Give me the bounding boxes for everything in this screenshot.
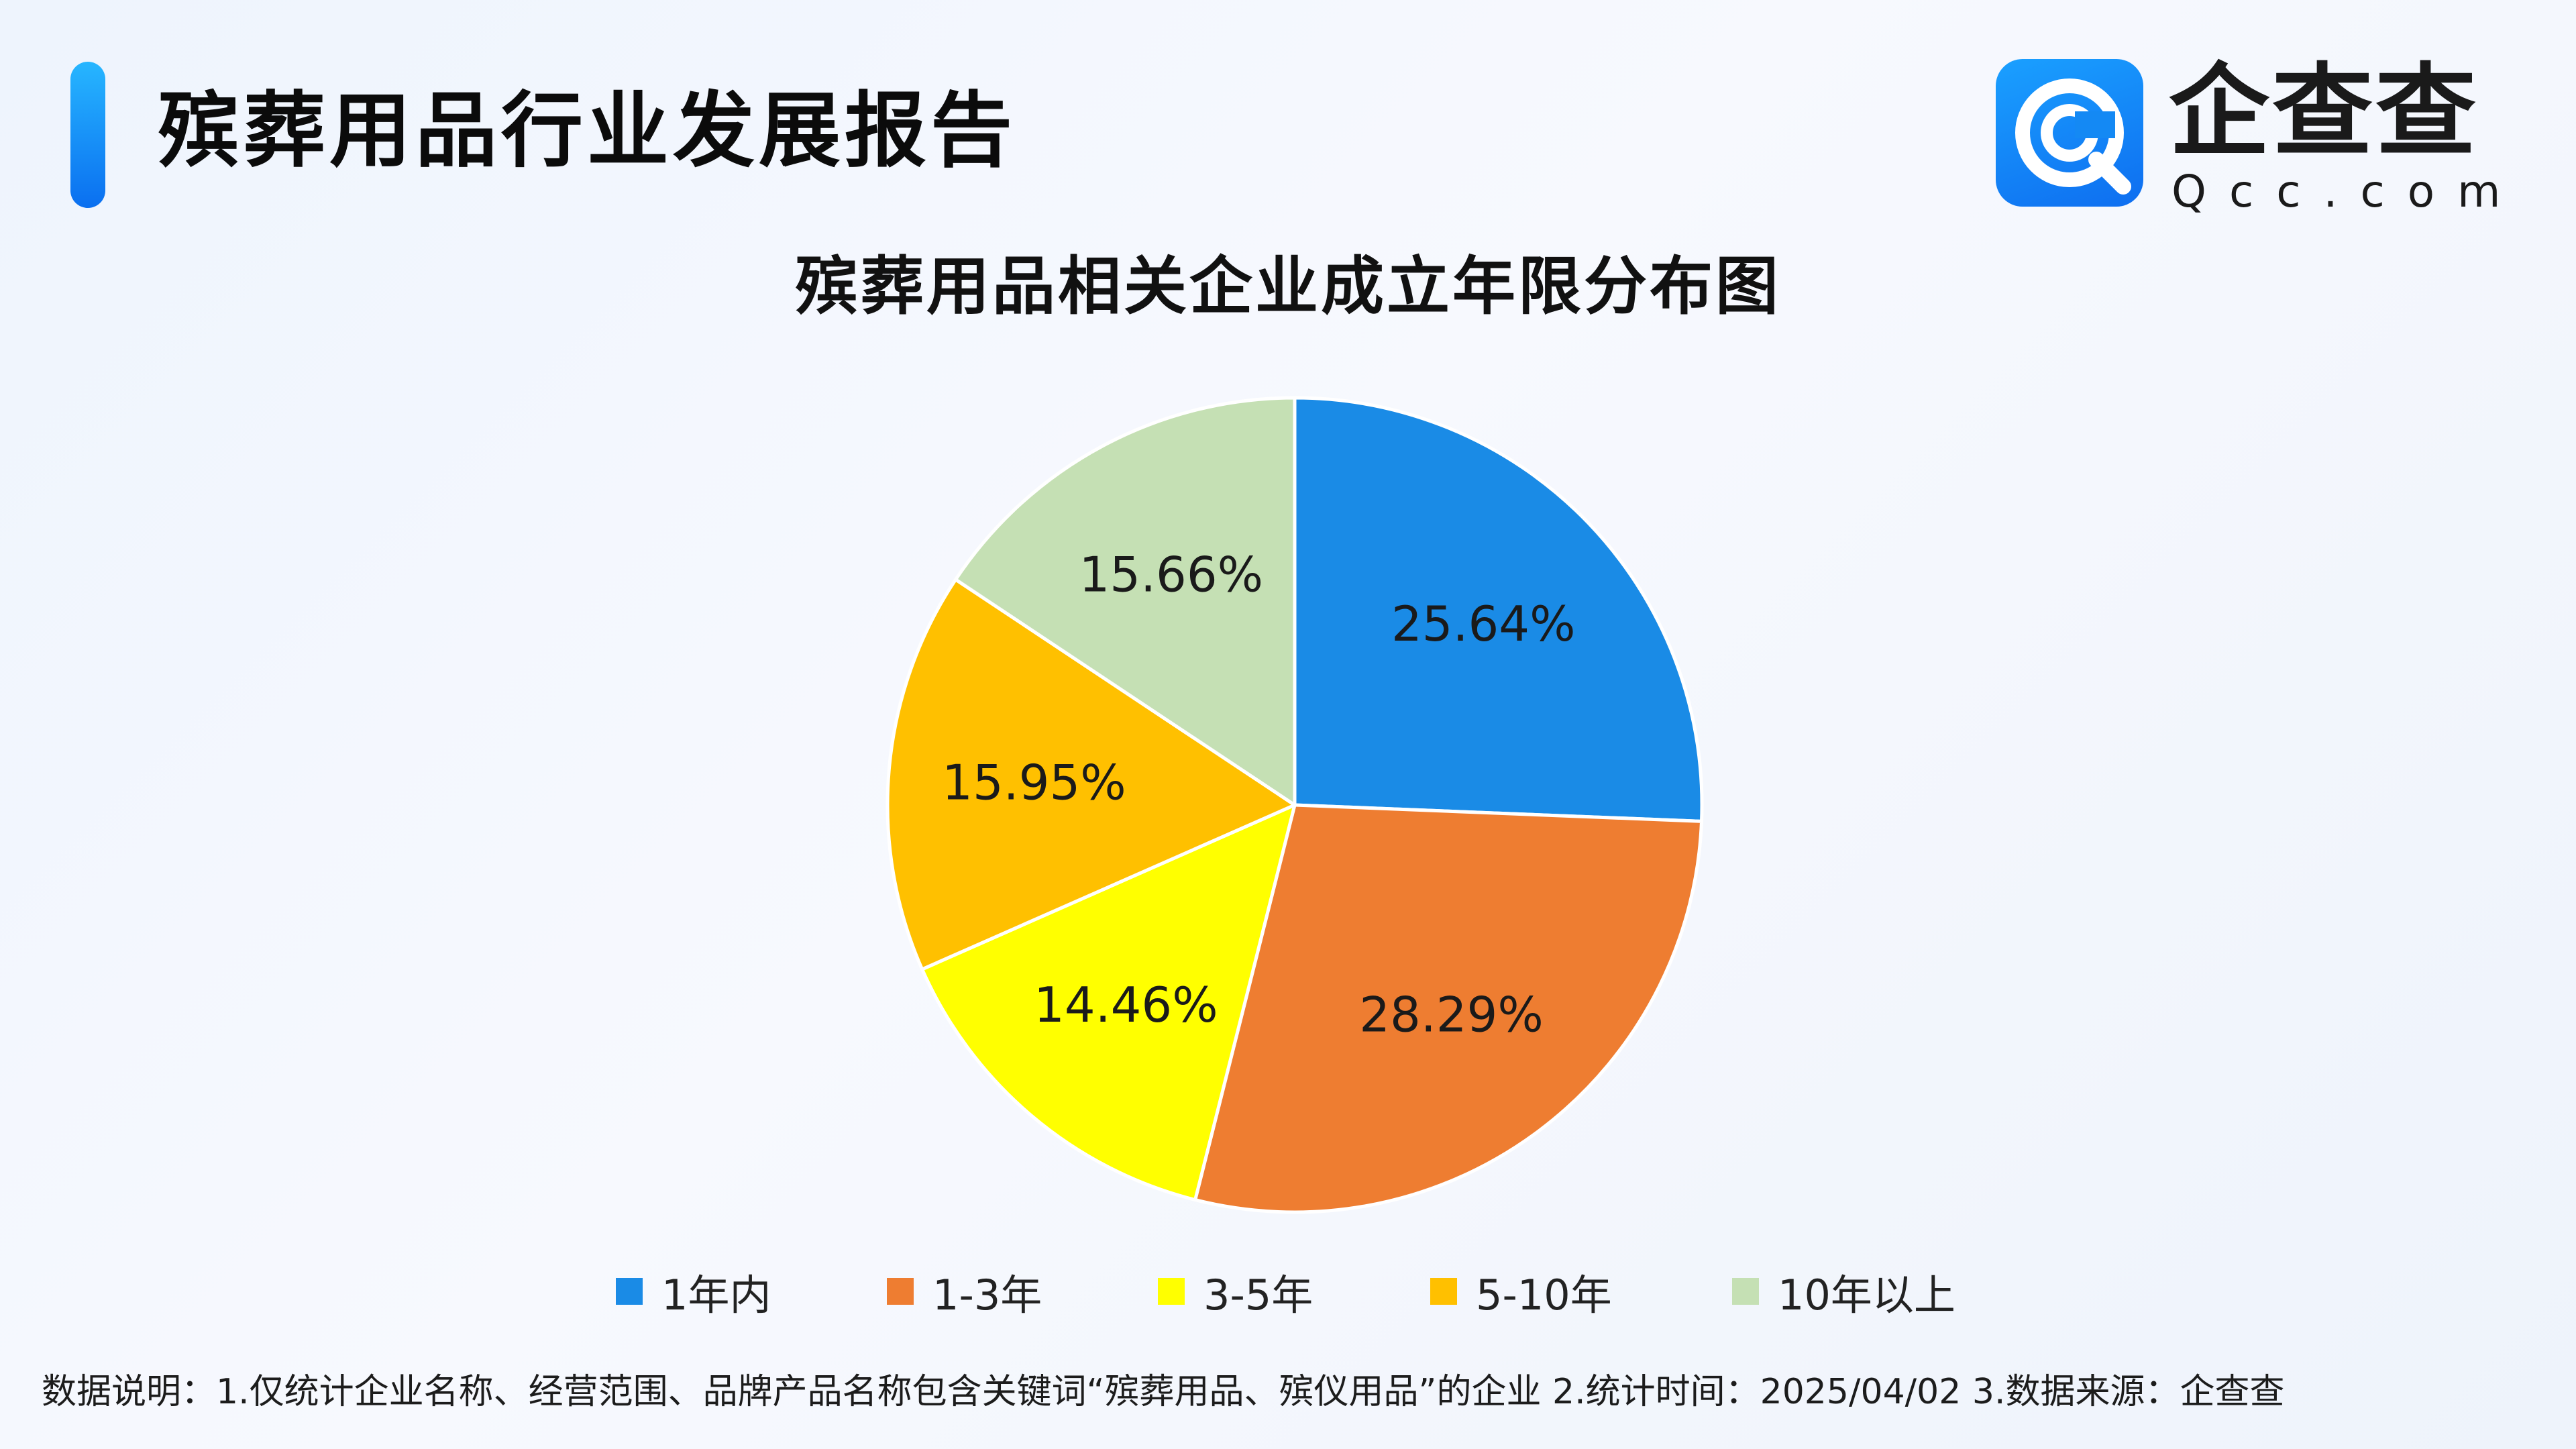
chart-legend: 1年内 1-3年 3-5年 5-10年 10年以上	[0, 1261, 2576, 1322]
legend-swatch-1	[616, 1278, 643, 1305]
legend-label-1: 1年内	[661, 1271, 771, 1320]
legend-label-2: 1-3年	[932, 1271, 1042, 1320]
slice-value-label-5: 15.66%	[1079, 546, 1264, 602]
legend-item-5: 10年以上	[1732, 1261, 1955, 1322]
logo-domain: Qcc.com	[2171, 166, 2524, 217]
qcc-logo: 企查查 Qcc.com	[1996, 55, 2500, 217]
legend-swatch-2	[887, 1278, 914, 1305]
qcc-logo-icon	[1996, 59, 2143, 207]
title-accent-bar	[70, 62, 105, 208]
slice-value-label-2: 28.29%	[1359, 986, 1544, 1042]
legend-label-3: 3-5年	[1203, 1271, 1313, 1320]
legend-item-4: 5-10年	[1430, 1261, 1612, 1322]
legend-label-5: 10年以上	[1778, 1271, 1955, 1320]
pie-slice-4	[885, 578, 1297, 971]
legend-item-2: 1-3年	[887, 1261, 1042, 1322]
legend-label-4: 5-10年	[1476, 1271, 1612, 1320]
slice-value-label-3: 14.46%	[1034, 977, 1218, 1033]
pie-slice-5	[954, 396, 1297, 807]
slice-value-label-1: 25.64%	[1391, 596, 1576, 652]
data-footnote: 数据说明：1.仅统计企业名称、经营范围、品牌产品名称包含关键词“殡葬用品、殡仪用…	[42, 1372, 2285, 1412]
pie-slice-1	[1293, 396, 1704, 823]
legend-swatch-3	[1158, 1278, 1185, 1305]
chart-title: 殡葬用品相关企业成立年限分布图	[794, 250, 1781, 323]
pie-slice-3	[920, 803, 1297, 1202]
logo-name: 企查查	[2169, 54, 2479, 170]
pie-slice-2	[1193, 803, 1704, 1214]
legend-item-1: 1年内	[616, 1261, 771, 1322]
legend-swatch-5	[1732, 1278, 1759, 1305]
slice-value-label-4: 15.95%	[942, 755, 1126, 811]
report-title: 殡葬用品行业发展报告	[158, 83, 1016, 178]
legend-item-3: 3-5年	[1158, 1261, 1313, 1322]
legend-swatch-4	[1430, 1278, 1457, 1305]
